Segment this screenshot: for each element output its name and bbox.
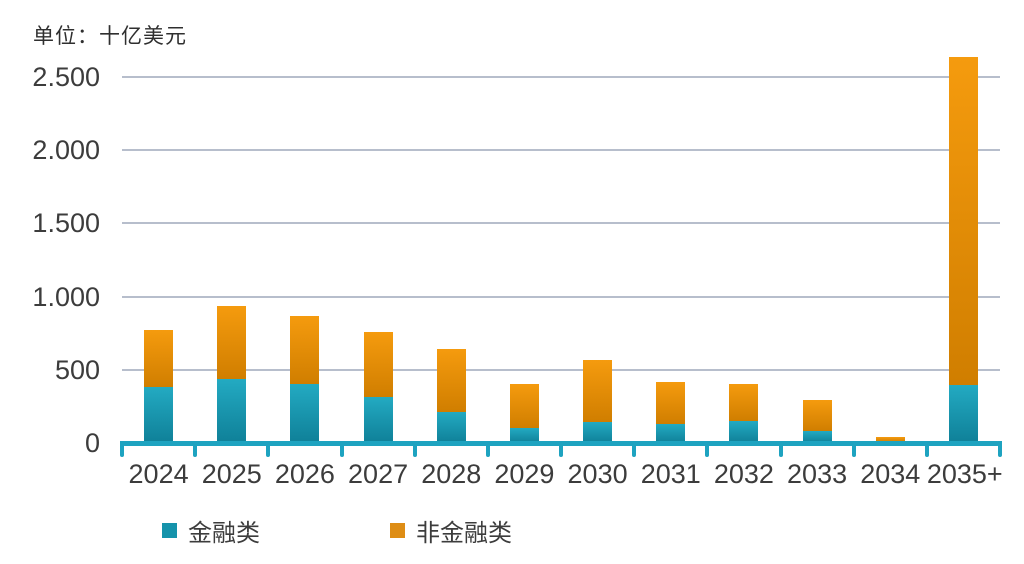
gridline [122, 76, 1000, 78]
bar-segment-nonfinancial [436, 348, 466, 413]
x-axis-label: 2029 [494, 459, 555, 489]
gridline [122, 295, 1000, 298]
bar-segment-financial [217, 378, 247, 443]
axis-tick [705, 441, 710, 457]
bar-segment-nonfinancial [583, 360, 613, 422]
y-axis-label: 1.500 [32, 208, 100, 239]
bar-segment-nonfinancial [948, 56, 978, 386]
bar-segment-financial [802, 430, 832, 443]
bar-segment-nonfinancial [729, 383, 759, 422]
x-axis-label: 2027 [348, 459, 409, 489]
axis-tick [924, 441, 929, 457]
bar-segment-nonfinancial [802, 399, 832, 431]
bar-segment-nonfinancial [363, 331, 393, 397]
x-axis-label: 2024 [128, 459, 189, 489]
bar-segment-financial [363, 396, 393, 443]
x-axis-label: 2026 [274, 459, 335, 489]
axis-tick [778, 441, 783, 457]
x-axis-label: 2035+ [926, 459, 1003, 489]
x-axis-label: 2031 [640, 459, 701, 489]
legend-item-nonfinancial: 非金融类 [390, 515, 512, 547]
bar-group-2025 [217, 306, 247, 443]
bar-segment-nonfinancial [290, 316, 320, 385]
bar-group-2028 [436, 348, 466, 443]
bar-segment-financial [656, 423, 686, 443]
legend-swatch-nonfinancial-icon [390, 522, 405, 538]
y-axis-label: 500 [54, 354, 100, 385]
bar-segment-financial [583, 421, 613, 443]
x-axis-label: 2034 [860, 459, 921, 489]
x-axis-label: 2032 [713, 459, 774, 489]
bar-segment-nonfinancial [144, 330, 174, 388]
x-axis-label: 2025 [201, 459, 262, 489]
legend-swatch-financial-icon [162, 522, 177, 538]
bar-group-2026 [290, 316, 320, 443]
x-axis-label: 2033 [787, 459, 848, 489]
bar-segment-financial [509, 428, 539, 443]
x-axis-label: 2030 [567, 459, 628, 489]
axis-tick [559, 441, 563, 457]
bar-segment-financial [948, 385, 978, 443]
axis-tick [266, 441, 271, 457]
y-axis-label: 2.000 [32, 135, 100, 166]
axis-tick [193, 441, 198, 457]
bar-segment-financial [144, 387, 174, 443]
axis-tick [851, 441, 856, 457]
bar-group-2024 [144, 330, 174, 443]
axis-tick [412, 441, 417, 457]
gridline [122, 149, 1000, 152]
bar-segment-financial [729, 421, 759, 443]
bar-group-2027 [363, 331, 393, 443]
axis-tick [998, 441, 1002, 457]
axis-tick [120, 441, 124, 457]
axis-tick [339, 441, 344, 457]
bar-segment-nonfinancial [875, 437, 905, 443]
gridline [122, 368, 1000, 371]
bar-group-2030 [583, 360, 613, 443]
bar-segment-nonfinancial [656, 381, 686, 424]
legend-label-nonfinancial: 非金融类 [416, 519, 512, 547]
bar-group-2029 [509, 384, 539, 443]
legend-label-financial: 金融类 [188, 519, 260, 547]
y-axis-label: 1.000 [32, 281, 100, 312]
gridline [122, 222, 1000, 225]
bar-group-2032 [729, 383, 759, 443]
unit-label: 单位：十亿美元 [33, 25, 187, 48]
bar-group-2035+ [948, 56, 978, 443]
y-axis-label: 0 [84, 428, 100, 458]
axis-tick [632, 441, 637, 457]
bar-group-2031 [656, 381, 686, 443]
legend-item-financial: 金融类 [162, 515, 260, 547]
axis-tick [485, 441, 490, 457]
bar-segment-nonfinancial [217, 306, 247, 379]
bar-segment-nonfinancial [509, 384, 539, 429]
plot-area [122, 56, 1000, 443]
bar-segment-financial [290, 384, 320, 443]
y-axis-label: 2.500 [32, 62, 100, 92]
x-axis-label: 2028 [421, 459, 482, 489]
bar-group-2033 [802, 399, 832, 443]
bar-segment-financial [436, 412, 466, 443]
